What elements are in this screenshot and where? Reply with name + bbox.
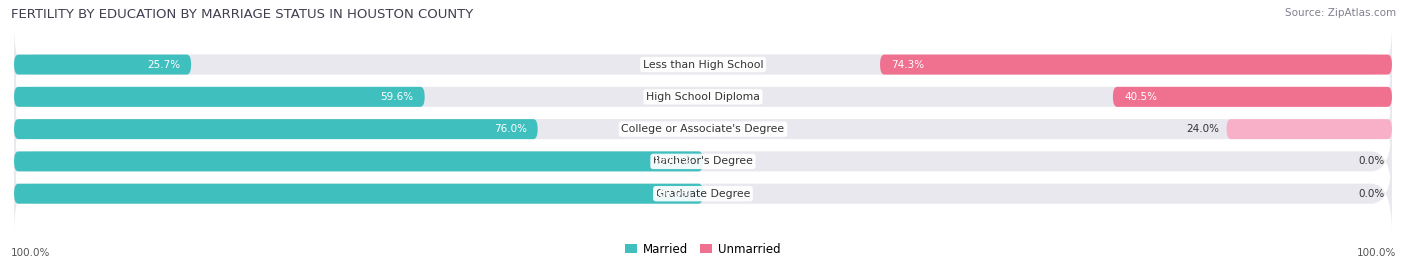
Text: 100.0%: 100.0% bbox=[652, 156, 692, 167]
Text: 100.0%: 100.0% bbox=[11, 248, 51, 258]
Legend: Married, Unmarried: Married, Unmarried bbox=[620, 238, 786, 260]
Text: 100.0%: 100.0% bbox=[1357, 248, 1396, 258]
Text: 74.3%: 74.3% bbox=[891, 59, 924, 70]
Text: FERTILITY BY EDUCATION BY MARRIAGE STATUS IN HOUSTON COUNTY: FERTILITY BY EDUCATION BY MARRIAGE STATU… bbox=[11, 8, 474, 21]
FancyBboxPatch shape bbox=[14, 119, 537, 139]
Text: 24.0%: 24.0% bbox=[1187, 124, 1220, 134]
Text: Less than High School: Less than High School bbox=[643, 59, 763, 70]
FancyBboxPatch shape bbox=[1114, 87, 1392, 107]
Text: High School Diploma: High School Diploma bbox=[647, 92, 759, 102]
FancyBboxPatch shape bbox=[14, 155, 1392, 232]
FancyBboxPatch shape bbox=[14, 26, 1392, 103]
Text: Graduate Degree: Graduate Degree bbox=[655, 189, 751, 199]
FancyBboxPatch shape bbox=[14, 55, 191, 75]
FancyBboxPatch shape bbox=[880, 55, 1392, 75]
Text: 100.0%: 100.0% bbox=[652, 189, 692, 199]
Text: 25.7%: 25.7% bbox=[148, 59, 180, 70]
FancyBboxPatch shape bbox=[14, 58, 1392, 135]
Text: 0.0%: 0.0% bbox=[1358, 156, 1385, 167]
Text: 76.0%: 76.0% bbox=[494, 124, 527, 134]
FancyBboxPatch shape bbox=[1226, 119, 1392, 139]
Text: Bachelor's Degree: Bachelor's Degree bbox=[652, 156, 754, 167]
Text: 59.6%: 59.6% bbox=[381, 92, 413, 102]
Text: College or Associate's Degree: College or Associate's Degree bbox=[621, 124, 785, 134]
FancyBboxPatch shape bbox=[14, 184, 703, 204]
FancyBboxPatch shape bbox=[14, 123, 1392, 200]
FancyBboxPatch shape bbox=[14, 87, 425, 107]
FancyBboxPatch shape bbox=[14, 151, 703, 171]
Text: Source: ZipAtlas.com: Source: ZipAtlas.com bbox=[1285, 8, 1396, 18]
FancyBboxPatch shape bbox=[14, 91, 1392, 168]
Text: 40.5%: 40.5% bbox=[1123, 92, 1157, 102]
Text: 0.0%: 0.0% bbox=[1358, 189, 1385, 199]
